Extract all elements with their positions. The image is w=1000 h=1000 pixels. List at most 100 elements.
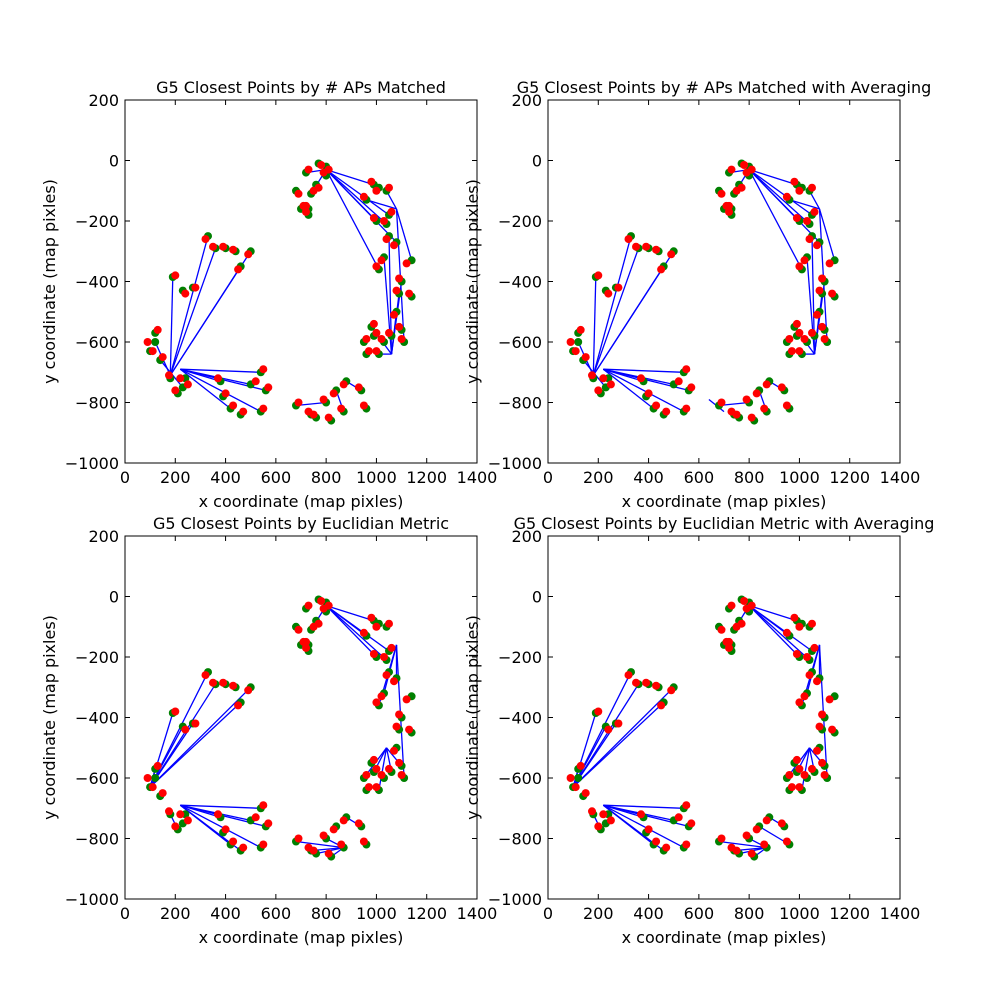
- estimated-point: [395, 322, 404, 331]
- x-axis-label: x coordinate (map pixles): [622, 492, 827, 511]
- estimated-point: [732, 622, 741, 631]
- estimated-point: [171, 822, 180, 831]
- y-axis-label: y coordinate (map pixles): [40, 179, 59, 384]
- x-tick-label: 200: [160, 468, 191, 487]
- match-line: [179, 368, 262, 413]
- estimated-point: [214, 374, 222, 383]
- estimated-point: [143, 774, 152, 782]
- estimated-point: [176, 374, 185, 383]
- match-line: [325, 169, 397, 243]
- estimated-point: [813, 746, 821, 755]
- estimated-point: [727, 165, 736, 174]
- match-line: [748, 169, 820, 243]
- estimated-point: [339, 816, 348, 825]
- y-axis-label: y coordinate (map pixles): [40, 615, 59, 820]
- estimated-point: [309, 846, 318, 855]
- estimated-point: [392, 722, 401, 731]
- true-point: [574, 774, 583, 782]
- estimated-point: [606, 380, 615, 389]
- estimated-point: [369, 319, 378, 328]
- estimated-point: [752, 389, 761, 398]
- estimated-point: [828, 725, 837, 734]
- estimated-point: [813, 310, 821, 319]
- estimated-point: [782, 401, 791, 410]
- estimated-point: [624, 235, 633, 244]
- estimated-point: [171, 271, 180, 280]
- estimated-point: [264, 383, 273, 392]
- x-tick-label: 0: [543, 904, 553, 923]
- y-tick-label: −1000: [488, 890, 542, 909]
- match-line: [592, 276, 597, 376]
- estimated-point: [800, 256, 809, 265]
- x-tick-label: 1400: [457, 904, 498, 923]
- estimated-point: [813, 677, 821, 686]
- estimated-point: [644, 825, 653, 834]
- estimated-point: [229, 245, 238, 254]
- estimated-point: [624, 671, 633, 680]
- estimated-point: [825, 695, 834, 704]
- estimated-point: [395, 710, 404, 719]
- estimated-point: [717, 189, 726, 198]
- estimated-point: [787, 347, 796, 356]
- estimated-point: [251, 377, 260, 386]
- match-line: [295, 840, 344, 849]
- y-tick-label: 0: [532, 588, 542, 607]
- estimated-point: [800, 335, 809, 343]
- estimated-point: [644, 389, 653, 398]
- y-tick-label: −800: [498, 830, 542, 849]
- estimated-point: [309, 410, 318, 419]
- estimated-point: [760, 840, 769, 849]
- x-tick-label: 1200: [829, 904, 870, 923]
- estimated-point: [299, 201, 308, 210]
- y-tick-label: −800: [75, 830, 119, 849]
- x-tick-label: 1000: [779, 904, 820, 923]
- estimated-point: [687, 383, 696, 392]
- x-axis-label: x coordinate (map pixles): [199, 492, 404, 511]
- estimated-point: [792, 319, 801, 328]
- axes-frame: [547, 99, 901, 464]
- estimated-point: [820, 335, 829, 343]
- estimated-point: [606, 816, 615, 825]
- estimated-point: [820, 771, 829, 779]
- match-line: [602, 368, 685, 413]
- estimated-point: [732, 410, 741, 419]
- x-tick-label: 800: [734, 904, 765, 923]
- x-tick-label: 600: [684, 468, 715, 487]
- x-tick-label: 1000: [779, 468, 820, 487]
- estimated-point: [382, 671, 391, 680]
- estimated-point: [209, 242, 217, 251]
- match-line: [603, 804, 684, 809]
- estimated-point: [667, 250, 676, 259]
- y-tick-label: −400: [498, 709, 542, 728]
- match-line: [748, 604, 798, 622]
- estimated-point: [369, 650, 378, 658]
- estimated-point: [747, 849, 756, 858]
- estimated-point: [251, 813, 260, 822]
- y-tick-label: −1000: [488, 454, 542, 473]
- estimated-point: [742, 831, 751, 840]
- y-tick-label: −600: [75, 333, 119, 352]
- estimated-point: [171, 707, 180, 716]
- estimated-point: [369, 214, 378, 222]
- estimated-point: [229, 681, 238, 690]
- estimated-point: [632, 242, 640, 251]
- match-line: [325, 169, 387, 225]
- estimated-point: [369, 755, 378, 764]
- estimated-point: [795, 347, 804, 356]
- estimated-point: [329, 825, 338, 834]
- match-line: [169, 247, 217, 376]
- estimated-point: [317, 161, 326, 169]
- y-tick-label: 0: [109, 152, 119, 171]
- estimated-point: [191, 719, 200, 728]
- y-tick-label: 200: [88, 91, 119, 110]
- estimated-point: [390, 677, 398, 686]
- estimated-point: [294, 625, 303, 634]
- estimated-point: [815, 722, 824, 731]
- estimated-point: [354, 819, 363, 828]
- match-line: [818, 208, 836, 261]
- y-tick-label: −600: [75, 769, 119, 788]
- estimated-point: [304, 165, 313, 174]
- estimated-point: [359, 401, 368, 410]
- estimated-point: [372, 622, 381, 631]
